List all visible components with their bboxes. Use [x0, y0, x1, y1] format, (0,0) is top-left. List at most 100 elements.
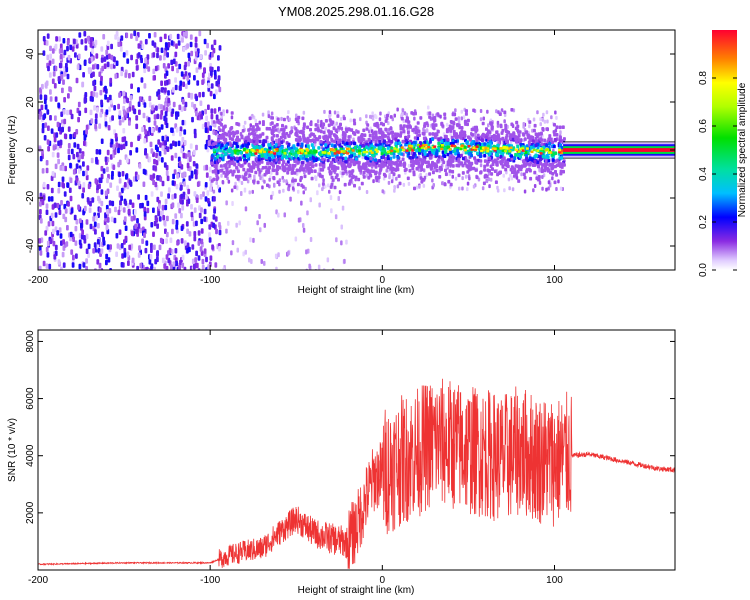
- heatmap-cell: [144, 39, 148, 45]
- heatmap-cell: [235, 185, 239, 191]
- heatmap-cell: [476, 151, 479, 156]
- heatmap-cell: [371, 116, 375, 121]
- heatmap-cell: [441, 157, 445, 161]
- heatmap-cell: [120, 195, 123, 201]
- heatmap-cell: [126, 97, 129, 104]
- heatmap-cell: [198, 62, 202, 68]
- heatmap-cell: [423, 122, 427, 126]
- heatmap-cell: [302, 223, 305, 228]
- heatmap-cell: [236, 144, 239, 149]
- heatmap-cell: [439, 114, 442, 119]
- heatmap-cell: [483, 168, 487, 172]
- heatmap-cell: [158, 127, 161, 133]
- heatmap-cell: [309, 127, 312, 132]
- heatmap-cell: [206, 42, 209, 49]
- heatmap-cell: [283, 154, 287, 159]
- heatmap-cell: [94, 123, 97, 130]
- heatmap-cell: [384, 127, 388, 132]
- heatmap-cell: [436, 160, 440, 164]
- heatmap-cell: [226, 279, 229, 284]
- heatmap-cell: [167, 187, 171, 193]
- x-tick-label: 100: [546, 575, 563, 586]
- heatmap-cell: [85, 266, 88, 270]
- heatmap-cell: [305, 268, 308, 270]
- heatmap-cell: [461, 171, 465, 175]
- heatmap-cell: [322, 130, 326, 135]
- heatmap-cell: [246, 300, 249, 305]
- heatmap-cell: [377, 175, 381, 179]
- heatmap-cell: [210, 83, 214, 89]
- heatmap-cell: [263, 172, 267, 177]
- heatmap-cell: [243, 172, 247, 177]
- heatmap-cell: [118, 92, 121, 98]
- heatmap-cell: [166, 215, 169, 222]
- heatmap-cell: [341, 140, 345, 145]
- heatmap-cell: [50, 212, 54, 219]
- heatmap-cell: [299, 154, 303, 159]
- heatmap-cell: [287, 154, 291, 158]
- heatmap-cell: [174, 141, 178, 147]
- heatmap-cell: [231, 172, 235, 177]
- heatmap-cell: [261, 166, 265, 170]
- heatmap-cell: [255, 140, 259, 145]
- heatmap-cell: [530, 150, 534, 153]
- heatmap-cell: [545, 187, 548, 192]
- heatmap-cell: [287, 250, 290, 256]
- heatmap-cell: [137, 101, 141, 107]
- heatmap-cell: [362, 128, 366, 133]
- heatmap-cell: [110, 139, 114, 145]
- heatmap-cell: [353, 132, 357, 136]
- heatmap-cell: [93, 85, 97, 92]
- heatmap-cell: [208, 237, 212, 243]
- heatmap-cell: [114, 206, 117, 213]
- heatmap-cell: [399, 131, 403, 135]
- heatmap-cell: [532, 128, 536, 133]
- heatmap-cell: [426, 164, 430, 168]
- heatmap-cell: [519, 154, 522, 159]
- heatmap-cell: [252, 145, 256, 149]
- heatmap-cell: [160, 124, 164, 130]
- heatmap-cell: [499, 155, 503, 159]
- heatmap-cell: [497, 134, 501, 139]
- heatmap-cell: [265, 135, 269, 140]
- heatmap-cell: [330, 208, 333, 214]
- heatmap-cell: [153, 120, 157, 126]
- heatmap-cell: [482, 148, 486, 152]
- heatmap-cell: [212, 123, 215, 127]
- heatmap-cell: [388, 175, 391, 180]
- heatmap-cell: [210, 44, 214, 50]
- heatmap-cell: [280, 140, 284, 144]
- heatmap-cell: [548, 183, 552, 188]
- heatmap-cell: [76, 143, 80, 150]
- heatmap-cell: [205, 172, 209, 178]
- heatmap-cell: [482, 181, 486, 186]
- heatmap-cell: [98, 123, 102, 129]
- heatmap-cell: [114, 34, 118, 40]
- heatmap-cell: [189, 41, 193, 48]
- heatmap-cell: [496, 188, 500, 193]
- heatmap-cell: [165, 265, 169, 270]
- heatmap-cell: [181, 172, 185, 178]
- heatmap-cell: [290, 129, 294, 134]
- heatmap-cell: [232, 169, 236, 174]
- heatmap-cell: [357, 149, 361, 153]
- heatmap-cell: [118, 178, 122, 184]
- heatmap-cell: [49, 115, 52, 121]
- heatmap-cell: [366, 123, 370, 127]
- heatmap-cell: [164, 117, 168, 123]
- heatmap-cell: [553, 170, 557, 174]
- heatmap-cell: [335, 237, 338, 243]
- heatmap-cell: [433, 145, 437, 148]
- heatmap-cell: [75, 253, 78, 259]
- heatmap-cell: [59, 140, 63, 146]
- heatmap-cell: [146, 54, 150, 60]
- heatmap-cell: [349, 154, 353, 159]
- heatmap-cell: [451, 169, 455, 174]
- heatmap-cell: [475, 161, 479, 165]
- heatmap-cell: [214, 262, 218, 268]
- heatmap-cell: [428, 172, 432, 176]
- heatmap-cell: [537, 176, 541, 181]
- heatmap-cell: [521, 132, 525, 136]
- heatmap-cell: [122, 109, 126, 115]
- heatmap-cell: [86, 36, 90, 42]
